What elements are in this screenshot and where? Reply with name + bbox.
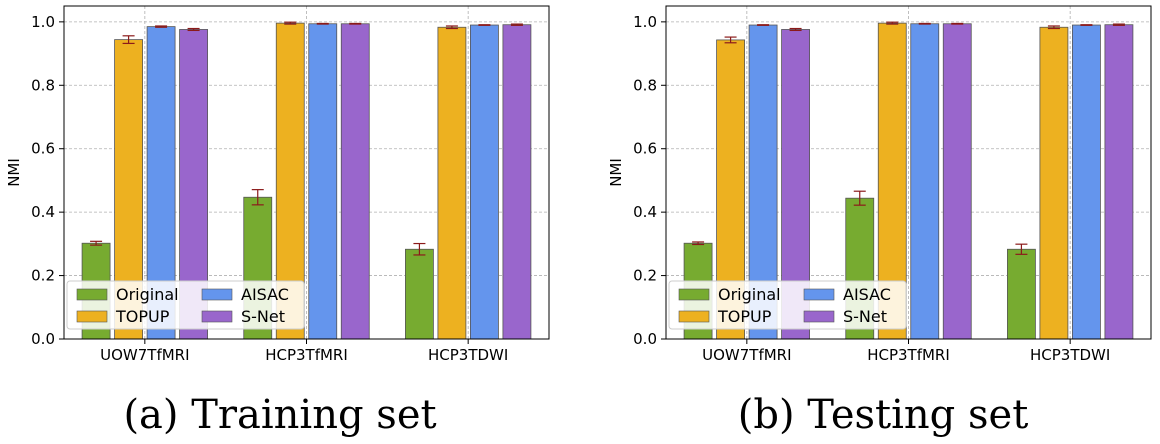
- legend-label-s-net: S-Net: [843, 307, 887, 326]
- bar-aisac-hcp3tdwi: [1072, 24, 1101, 340]
- bar-original-hcp3tdwi: [1007, 248, 1036, 340]
- y-tick-label: 0.6: [633, 140, 657, 158]
- legend-label-aisac: AISAC: [241, 285, 289, 304]
- bar-s-net-hcp3tfmri: [942, 23, 972, 340]
- error-bar: [951, 22, 964, 25]
- bar-s-net-hcp3tdwi: [1104, 24, 1134, 340]
- y-tick-label: 0.0: [633, 330, 657, 348]
- y-axis-label: NMI: [607, 158, 625, 187]
- legend-label-aisac: AISAC: [843, 285, 891, 304]
- bar-original-hcp3tdwi: [405, 248, 434, 340]
- error-bar: [724, 36, 737, 44]
- error-bar: [757, 24, 770, 26]
- y-tick-label: 0.4: [31, 203, 55, 221]
- legend-label-topup: TOPUP: [115, 307, 170, 326]
- error-bar: [187, 27, 200, 32]
- panel-caption: (a) Training set: [123, 392, 436, 438]
- y-tick-label: 1.0: [633, 13, 657, 31]
- plot-frame: [665, 5, 1152, 340]
- error-bar: [155, 25, 168, 28]
- y-tick-label: 0.2: [633, 267, 657, 285]
- error-bar: [692, 241, 705, 246]
- error-bar: [510, 23, 523, 26]
- legend-label-s-net: S-Net: [241, 307, 285, 326]
- bar-aisac-hcp3tdwi: [470, 24, 499, 340]
- error-bar: [478, 24, 491, 26]
- error-bar: [1015, 243, 1028, 255]
- y-tick-label: 0.2: [31, 267, 55, 285]
- legend-swatch-topup: [678, 310, 710, 323]
- legend-swatch-s-net: [803, 310, 835, 323]
- x-tick-label: HCP3TDWI: [428, 346, 508, 364]
- x-tick-label: HCP3TfMRI: [867, 346, 950, 364]
- error-bar: [1112, 23, 1125, 26]
- plot-frame: [63, 5, 550, 340]
- error-bar: [1080, 24, 1093, 26]
- legend-swatch-original: [76, 288, 108, 301]
- error-bar: [122, 35, 135, 45]
- y-axis-label: NMI: [5, 158, 23, 187]
- error-bar: [853, 190, 866, 206]
- legend-box: [66, 280, 305, 330]
- legend-label-topup: TOPUP: [717, 307, 772, 326]
- error-bar: [90, 240, 103, 246]
- legend-box: [668, 280, 907, 330]
- bar-s-net-hcp3tfmri: [340, 23, 370, 340]
- panel-testing: 0.0 0.2 0.4 0.6 0.8 1.0 UOW7TfMRI HCP3TfMRI HCP3…: [607, 5, 1152, 438]
- y-tick-label: 0.4: [633, 203, 657, 221]
- legend-swatch-s-net: [201, 310, 233, 323]
- panel-caption: (b) Testing set: [738, 392, 1029, 438]
- legend-swatch-original: [678, 288, 710, 301]
- error-bar: [1047, 25, 1060, 30]
- error-bar: [349, 22, 362, 25]
- error-bar: [284, 21, 297, 25]
- legend-label-original: Original: [718, 285, 781, 304]
- y-tick-label: 0.6: [31, 140, 55, 158]
- bar-aisac-hcp3tfmri: [308, 23, 338, 340]
- error-bar: [445, 25, 458, 30]
- x-tick-label: HCP3TfMRI: [265, 346, 348, 364]
- legend: Original TOPUP AISAC S-Net: [668, 280, 907, 330]
- panel-training: 0.0 0.2 0.4 0.6 0.8 1.0 UOW7TfMRI HCP3TfMRI HCP3…: [5, 5, 550, 438]
- bar-s-net-hcp3tdwi: [502, 24, 532, 340]
- x-tick-label: UOW7TfMRI: [702, 346, 791, 364]
- bar-topup-hcp3tdwi: [437, 26, 467, 340]
- legend-swatch-topup: [76, 310, 108, 323]
- error-bar: [918, 22, 931, 25]
- error-bar: [789, 27, 802, 32]
- bar-topup-hcp3tdwi: [1039, 26, 1069, 340]
- legend-swatch-aisac: [201, 288, 233, 301]
- y-tick-label: 0.8: [633, 76, 657, 94]
- error-bar: [886, 21, 899, 25]
- y-tick-label: 1.0: [31, 13, 55, 31]
- legend-swatch-aisac: [803, 288, 835, 301]
- x-tick-label: UOW7TfMRI: [100, 346, 189, 364]
- legend: Original TOPUP AISAC S-Net: [66, 280, 305, 330]
- error-bar: [413, 242, 426, 256]
- y-tick-label: 0.0: [31, 330, 55, 348]
- error-bar: [251, 189, 264, 206]
- x-tick-label: HCP3TDWI: [1030, 346, 1110, 364]
- y-tick-label: 0.8: [31, 76, 55, 94]
- bar-aisac-hcp3tfmri: [910, 23, 940, 340]
- error-bar: [316, 22, 329, 25]
- legend-label-original: Original: [116, 285, 179, 304]
